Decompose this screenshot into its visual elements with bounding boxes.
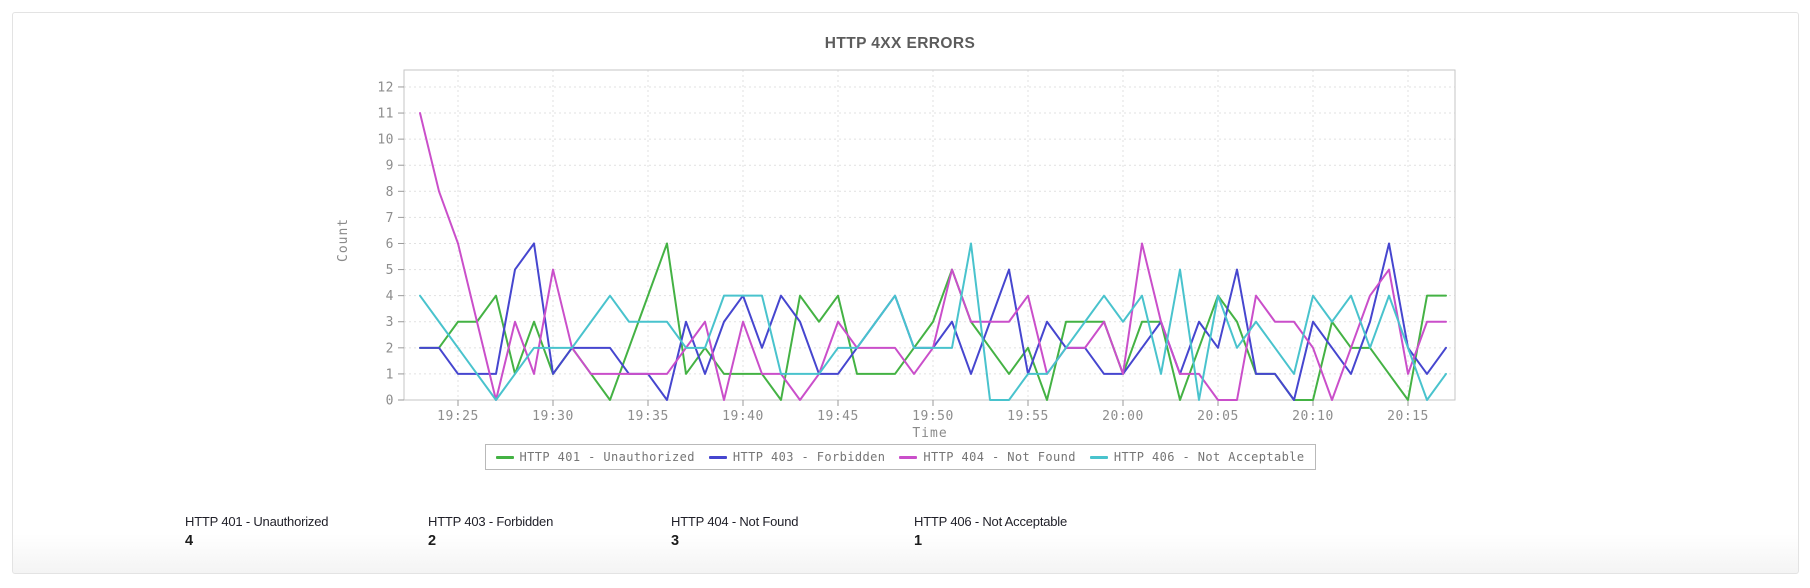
stat-item-404: HTTP 404 - Not Found 3 [671,514,914,549]
x-tick-label: 19:40 [722,409,764,424]
y-tick-label: 3 [386,315,394,330]
y-tick-label: 0 [386,394,394,409]
y-tick-label: 8 [386,185,394,200]
series-line-406 [419,242,1447,401]
gridlines [404,70,1455,400]
y-tick-label: 4 [386,289,394,304]
x-tick-label: 19:45 [817,409,859,424]
stat-value: 3 [671,533,680,549]
stat-item-403: HTTP 403 - Forbidden 2 [428,514,671,549]
stat-label: HTTP 404 - Not Found [671,514,799,529]
stat-item-401: HTTP 401 - Unauthorized 4 [185,514,428,549]
y-axis-title: Count [336,217,351,263]
x-tick-label: 20:05 [1197,409,1239,424]
stat-value: 1 [914,533,923,549]
x-tick-label: 19:55 [1007,409,1049,424]
chart-title: HTTP 4XX ERRORS [824,35,976,52]
stat-value: 2 [428,533,437,549]
series-current-values: HTTP 401 - Unauthorized 4 HTTP 403 - Forbi… [185,514,1157,549]
stat-value: 4 [185,533,194,549]
legend-label: HTTP 401 - Unauthorized [519,450,695,464]
stat-label: HTTP 401 - Unauthorized [185,514,329,529]
y-tick-label: 5 [386,263,394,278]
x-tick-label: 20:00 [1102,409,1144,424]
x-tick-label: 19:35 [627,409,669,424]
stat-label: HTTP 403 - Forbidden [428,514,554,529]
legend-label: HTTP 404 - Not Found [923,450,1076,464]
legend-swatch-icon [495,455,514,459]
legend-swatch-icon [1089,455,1108,459]
legend-swatch-icon [708,455,727,459]
y-tick-label: 9 [386,159,394,174]
plot-border [403,69,1456,401]
chart-legend: HTTP 401 - Unauthorized HTTP 403 - Forbid… [345,444,1455,470]
x-tick-label: 19:30 [532,409,574,424]
y-tick-label: 2 [386,341,394,356]
y-tick-label: 6 [386,237,394,252]
legend-item-404[interactable]: HTTP 404 - Not Found [899,450,1076,464]
legend-label: HTTP 406 - Not Acceptable [1113,450,1305,464]
x-axis-title: Time [912,426,948,441]
x-tick-label: 19:25 [437,409,479,424]
y-tick-label: 12 [377,80,394,95]
stat-item-406: HTTP 406 - Not Acceptable 1 [914,514,1157,549]
legend-item-406[interactable]: HTTP 406 - Not Acceptable [1089,450,1305,464]
x-tick-label: 20:10 [1292,409,1334,424]
legend-item-403[interactable]: HTTP 403 - Forbidden [708,450,886,464]
widget-card [12,12,1799,574]
y-tick-label: 7 [386,211,394,226]
y-tick-label: 11 [377,107,394,122]
stat-label: HTTP 406 - Not Acceptable [914,514,1068,529]
x-tick-label: 20:15 [1387,409,1429,424]
y-tick-label: 1 [386,367,394,382]
y-tick-label: 10 [377,133,394,148]
legend-label: HTTP 403 - Forbidden [732,450,886,464]
x-tick-label: 19:50 [912,409,954,424]
legend-item-401[interactable]: HTTP 401 - Unauthorized [495,450,695,464]
legend-box: HTTP 401 - Unauthorized HTTP 403 - Forbid… [484,444,1316,470]
legend-swatch-icon [899,455,918,459]
